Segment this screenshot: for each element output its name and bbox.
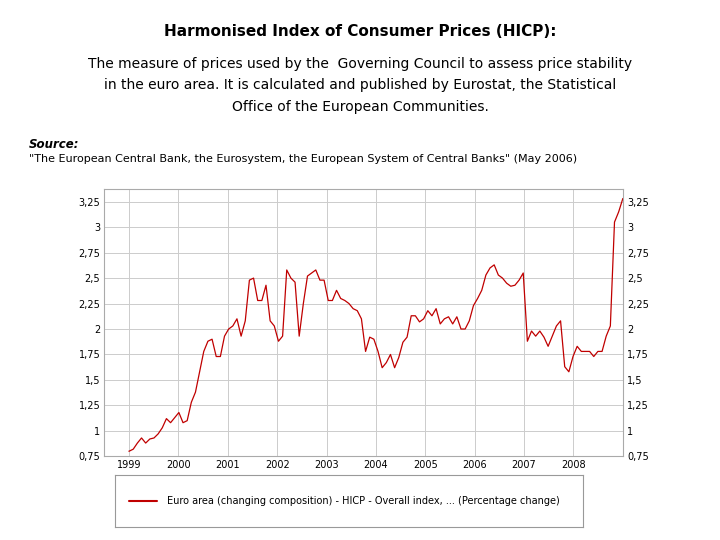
Text: Euro area (changing composition) - HICP - Overall index, ... (Percentage change): Euro area (changing composition) - HICP … — [167, 496, 559, 506]
Text: "The European Central Bank, the Eurosystem, the European System of Central Banks: "The European Central Bank, the Eurosyst… — [29, 154, 577, 164]
Text: Harmonised Index of Consumer Prices (HICP):: Harmonised Index of Consumer Prices (HIC… — [163, 24, 557, 39]
Text: Office of the European Communities.: Office of the European Communities. — [232, 100, 488, 114]
Text: Source:: Source: — [29, 138, 79, 151]
Text: in the euro area. It is calculated and published by Eurostat, the Statistical: in the euro area. It is calculated and p… — [104, 78, 616, 92]
Text: The measure of prices used by the  Governing Council to assess price stability: The measure of prices used by the Govern… — [88, 57, 632, 71]
